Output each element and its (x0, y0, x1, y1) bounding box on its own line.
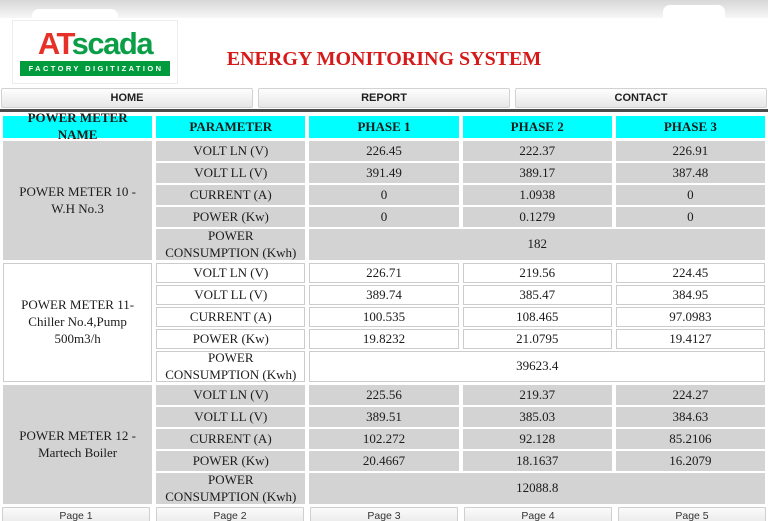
value-cell: 16.2079 (615, 451, 765, 471)
atscada-logo: ATscada FACTORY DIGITIZATION (12, 20, 178, 84)
page-3-button[interactable]: Page 3 (310, 507, 458, 521)
param-label: CURRENT (A) (156, 185, 306, 205)
value-cell: 0.1279 (462, 207, 612, 227)
value-cell: 389.74 (309, 285, 459, 305)
page-1-button[interactable]: Page 1 (2, 507, 150, 521)
param-label: VOLT LN (V) (156, 385, 306, 405)
param-label: POWER (Kw) (156, 329, 306, 349)
header-phase-2: PHASE 2 (462, 116, 612, 138)
page-title: ENERGY MONITORING SYSTEM (226, 48, 542, 70)
meter-section-11: POWER METER 11- Chiller No.4,Pump 500m3/… (3, 263, 765, 382)
logo-wordmark: ATscada (37, 26, 154, 61)
value-cell: 97.0983 (615, 307, 765, 327)
value-cell: 385.47 (462, 285, 612, 305)
page-tabs: Page 1 Page 2 Page 3 Page 4 Page 5 (0, 507, 768, 521)
browser-tab-right (663, 5, 725, 18)
value-cell: 226.45 (309, 141, 459, 161)
meter-name: POWER METER 10 - W.H No.3 (3, 141, 153, 260)
value-cell: 0 (309, 185, 459, 205)
value-cell: 92.128 (462, 429, 612, 449)
masthead: ATscada FACTORY DIGITIZATION ENERGY MONI… (0, 18, 768, 88)
value-cell: 100.535 (309, 307, 459, 327)
header-power-meter-name: POWER METER NAME (3, 110, 153, 142)
consumption-value: 12088.8 (309, 473, 765, 504)
consumption-label: POWER CONSUMPTION (Kwh) (156, 350, 306, 382)
value-cell: 389.51 (309, 407, 459, 427)
window-top-strip (0, 0, 768, 18)
value-cell: 108.465 (462, 307, 612, 327)
logo-at-text: AT (37, 26, 73, 61)
meter-name: POWER METER 11- Chiller No.4,Pump 500m3/… (3, 263, 153, 382)
consumption-value: 39623.4 (309, 351, 765, 382)
consumption-label: POWER CONSUMPTION (Kwh) (156, 228, 306, 260)
value-cell: 224.27 (615, 385, 765, 405)
value-cell: 20.4667 (309, 451, 459, 471)
header-phase-3: PHASE 3 (615, 116, 765, 138)
value-cell: 0 (615, 185, 765, 205)
page-5-button[interactable]: Page 5 (618, 507, 766, 521)
value-cell: 1.0938 (462, 185, 612, 205)
header-phase-1: PHASE 1 (309, 116, 459, 138)
value-cell: 385.03 (462, 407, 612, 427)
param-label: VOLT LL (V) (156, 285, 306, 305)
value-cell: 222.37 (462, 141, 612, 161)
meter-section-10: POWER METER 10 - W.H No.3 VOLT LN (V) 22… (3, 141, 765, 260)
value-cell: 102.272 (309, 429, 459, 449)
value-cell: 387.48 (615, 163, 765, 183)
param-label: POWER (Kw) (156, 207, 306, 227)
page-4-button[interactable]: Page 4 (464, 507, 612, 521)
header-parameter: PARAMETER (156, 116, 306, 138)
table-header-row: POWER METER NAME PARAMETER PHASE 1 PHASE… (3, 110, 765, 142)
param-label: CURRENT (A) (156, 429, 306, 449)
nav-contact-button[interactable]: CONTACT (515, 88, 767, 108)
value-cell: 219.37 (462, 385, 612, 405)
meter-name: POWER METER 12 - Martech Boiler (3, 385, 153, 504)
value-cell: 391.49 (309, 163, 459, 183)
param-label: POWER (Kw) (156, 451, 306, 471)
value-cell: 389.17 (462, 163, 612, 183)
logo-tagline: FACTORY DIGITIZATION (20, 61, 170, 76)
meter-table: POWER METER NAME PARAMETER PHASE 1 PHASE… (0, 110, 768, 504)
meter-section-12: POWER METER 12 - Martech Boiler VOLT LN … (3, 385, 765, 504)
value-cell: 0 (309, 207, 459, 227)
value-cell: 226.91 (615, 141, 765, 161)
nav-underline (0, 109, 768, 112)
nav-home-button[interactable]: HOME (1, 88, 253, 108)
value-cell: 225.56 (309, 385, 459, 405)
consumption-value: 182 (309, 229, 765, 260)
value-cell: 18.1637 (462, 451, 612, 471)
value-cell: 226.71 (309, 263, 459, 283)
param-label: VOLT LL (V) (156, 163, 306, 183)
value-cell: 384.63 (615, 407, 765, 427)
value-cell: 219.56 (462, 263, 612, 283)
consumption-label: POWER CONSUMPTION (Kwh) (156, 472, 306, 504)
value-cell: 224.45 (615, 263, 765, 283)
value-cell: 21.0795 (462, 329, 612, 349)
main-nav: HOME REPORT CONTACT (0, 88, 768, 108)
logo-scada-text: scada (71, 26, 154, 61)
nav-report-button[interactable]: REPORT (258, 88, 510, 108)
value-cell: 19.8232 (309, 329, 459, 349)
value-cell: 85.2106 (615, 429, 765, 449)
param-label: VOLT LN (V) (156, 263, 306, 283)
value-cell: 0 (615, 207, 765, 227)
browser-tab-left (32, 9, 118, 18)
param-label: VOLT LL (V) (156, 407, 306, 427)
param-label: VOLT LN (V) (156, 141, 306, 161)
param-label: CURRENT (A) (156, 307, 306, 327)
page-2-button[interactable]: Page 2 (156, 507, 304, 521)
value-cell: 19.4127 (615, 329, 765, 349)
value-cell: 384.95 (615, 285, 765, 305)
